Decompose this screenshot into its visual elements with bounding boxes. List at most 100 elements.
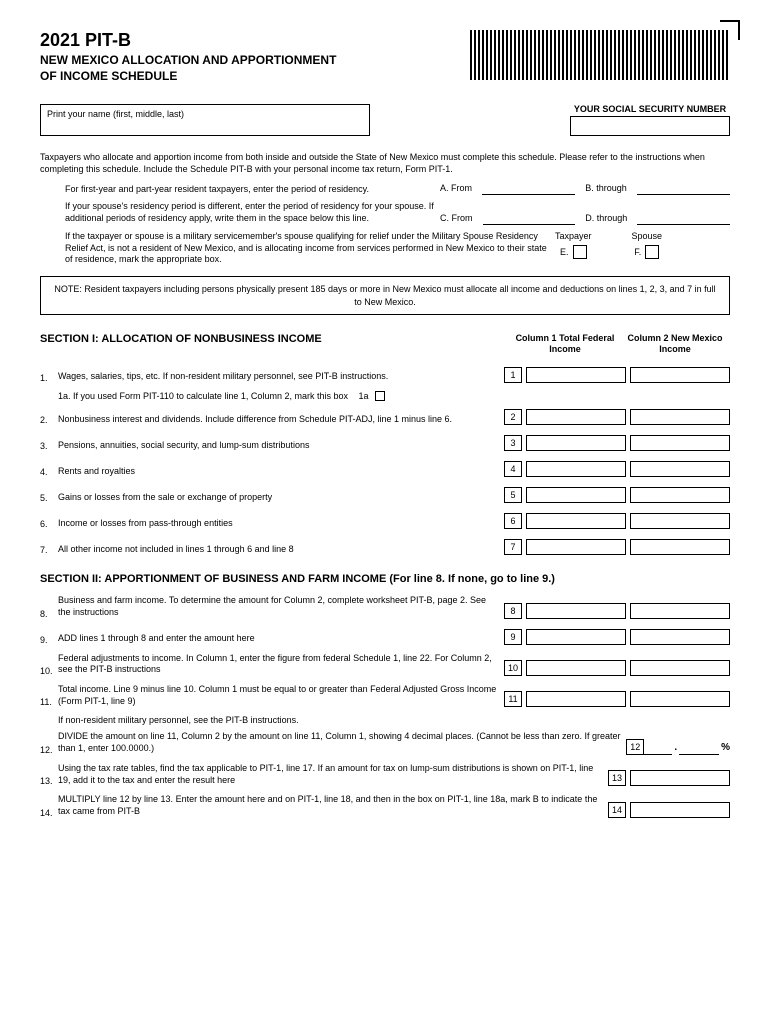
line-9-col1[interactable] bbox=[526, 629, 626, 645]
line-11b: If non-resident military personnel, see … bbox=[58, 715, 730, 725]
line-10: 10. Federal adjustments to income. In Co… bbox=[40, 653, 730, 676]
line-1a-checkbox[interactable] bbox=[375, 391, 385, 401]
line-3-num: 3. bbox=[40, 441, 58, 451]
line-4-desc: Rents and royalties bbox=[58, 466, 139, 476]
line-1-num: 1. bbox=[40, 373, 58, 383]
spouse-checkbox[interactable] bbox=[645, 245, 659, 259]
a-from-label: A. From bbox=[440, 183, 472, 195]
line-13-val[interactable] bbox=[630, 770, 730, 786]
line-11-col1[interactable] bbox=[526, 691, 626, 707]
c-from-input[interactable] bbox=[483, 213, 576, 225]
b-through-label: B. through bbox=[585, 183, 627, 195]
line-8: 8. Business and farm income. To determin… bbox=[40, 595, 730, 618]
line-3-col2[interactable] bbox=[630, 435, 730, 451]
line-9-col2[interactable] bbox=[630, 629, 730, 645]
e-label: E. bbox=[560, 247, 569, 257]
line-1-desc: Wages, salaries, tips, etc. If non-resid… bbox=[58, 371, 392, 381]
line-11: 11. Total income. Line 9 minus line 10. … bbox=[40, 684, 730, 707]
line-6-col1[interactable] bbox=[526, 513, 626, 529]
a-from-input[interactable] bbox=[482, 183, 575, 195]
line-4-col2[interactable] bbox=[630, 461, 730, 477]
line-2-box: 2 bbox=[504, 409, 522, 425]
line-7-col2[interactable] bbox=[630, 539, 730, 555]
line-6-col2[interactable] bbox=[630, 513, 730, 529]
line-2-col1[interactable] bbox=[526, 409, 626, 425]
line-12-val[interactable]: . % bbox=[644, 741, 730, 755]
intro-text: Taxpayers who allocate and apportion inc… bbox=[40, 151, 730, 175]
taxpayer-check-col: Taxpayer E. bbox=[555, 231, 592, 266]
b-through-input[interactable] bbox=[637, 183, 730, 195]
line-3-desc: Pensions, annuities, social security, an… bbox=[58, 440, 313, 450]
line-9: 9. ADD lines 1 through 8 and enter the a… bbox=[40, 627, 730, 645]
line-5-col2[interactable] bbox=[630, 487, 730, 503]
line-8-num: 8. bbox=[40, 609, 58, 619]
line-10-col2[interactable] bbox=[630, 660, 730, 676]
col1-head: Column 1 Total Federal Income bbox=[510, 333, 620, 355]
line-5-num: 5. bbox=[40, 493, 58, 503]
line-1a-text: 1a. If you used Form PIT-110 to calculat… bbox=[58, 391, 348, 401]
line-14-val[interactable] bbox=[630, 802, 730, 818]
line-1-box: 1 bbox=[504, 367, 522, 383]
line-11-col2[interactable] bbox=[630, 691, 730, 707]
line-5-desc: Gains or losses from the sale or exchang… bbox=[58, 492, 276, 502]
name-ssn-row: Print your name (first, middle, last) YO… bbox=[40, 104, 730, 136]
line-5: 5. Gains or losses from the sale or exch… bbox=[40, 485, 730, 503]
col2-head: Column 2 New Mexico Income bbox=[620, 333, 730, 355]
line-8-col2[interactable] bbox=[630, 603, 730, 619]
form-code: 2021 PIT-B bbox=[40, 30, 336, 51]
header: 2021 PIT-B NEW MEXICO ALLOCATION AND APP… bbox=[40, 30, 730, 84]
line-5-box: 5 bbox=[504, 487, 522, 503]
line-11-num: 11. bbox=[40, 697, 58, 707]
c-from-label: C. From bbox=[440, 213, 473, 225]
line-9-num: 9. bbox=[40, 635, 58, 645]
f-label: F. bbox=[634, 247, 641, 257]
line-6-desc: Income or losses from pass-through entit… bbox=[58, 518, 237, 528]
line-5-col1[interactable] bbox=[526, 487, 626, 503]
line-8-col1[interactable] bbox=[526, 603, 626, 619]
line-7-col1[interactable] bbox=[526, 539, 626, 555]
section-1-title: SECTION I: ALLOCATION OF NONBUSINESS INC… bbox=[40, 333, 510, 355]
line-2-num: 2. bbox=[40, 415, 58, 425]
d-through-input[interactable] bbox=[637, 213, 730, 225]
ssn-input[interactable] bbox=[570, 116, 730, 136]
percent-sign: % bbox=[721, 742, 730, 753]
line-10-num: 10. bbox=[40, 666, 58, 676]
line-9-desc: ADD lines 1 through 8 and enter the amou… bbox=[58, 633, 259, 643]
ssn-label: YOUR SOCIAL SECURITY NUMBER bbox=[570, 104, 730, 114]
line-12: 12. DIVIDE the amount on line 11, Column… bbox=[40, 731, 730, 754]
name-input-box[interactable]: Print your name (first, middle, last) bbox=[40, 104, 370, 136]
spouse-check-col: Spouse F. bbox=[632, 231, 663, 266]
line-14-desc: MULTIPLY line 12 by line 13. Enter the a… bbox=[58, 794, 597, 816]
military-row: If the taxpayer or spouse is a military … bbox=[65, 231, 730, 266]
line-1a: 1a. If you used Form PIT-110 to calculat… bbox=[58, 391, 730, 402]
line-13-box: 13 bbox=[608, 770, 626, 786]
line-2: 2. Nonbusiness interest and dividends. I… bbox=[40, 407, 730, 425]
form-title-2: OF INCOME SCHEDULE bbox=[40, 69, 336, 85]
line-2-col2[interactable] bbox=[630, 409, 730, 425]
line-7-box: 7 bbox=[504, 539, 522, 555]
decimal-point: . bbox=[672, 742, 679, 753]
line-7-num: 7. bbox=[40, 545, 58, 555]
line-11-desc: Total income. Line 9 minus line 10. Colu… bbox=[58, 684, 496, 706]
line-10-col1[interactable] bbox=[526, 660, 626, 676]
line-8-box: 8 bbox=[504, 603, 522, 619]
taxpayer-checkbox[interactable] bbox=[573, 245, 587, 259]
line-2-desc: Nonbusiness interest and dividends. Incl… bbox=[58, 414, 456, 424]
line-4-box: 4 bbox=[504, 461, 522, 477]
line-12-box: 12 bbox=[626, 739, 644, 755]
line-1-col1[interactable] bbox=[526, 367, 626, 383]
line-3: 3. Pensions, annuities, social security,… bbox=[40, 433, 730, 451]
line-3-col1[interactable] bbox=[526, 435, 626, 451]
line-1-col2[interactable] bbox=[630, 367, 730, 383]
d-through-label: D. through bbox=[585, 213, 627, 225]
section-1-head: SECTION I: ALLOCATION OF NONBUSINESS INC… bbox=[40, 333, 730, 355]
line-4-col1[interactable] bbox=[526, 461, 626, 477]
line-14-num: 14. bbox=[40, 808, 58, 818]
line-6-num: 6. bbox=[40, 519, 58, 529]
line-12-num: 12. bbox=[40, 745, 58, 755]
residency-row-1: For first-year and part-year resident ta… bbox=[65, 183, 730, 195]
line-3-box: 3 bbox=[504, 435, 522, 451]
note-box: NOTE: Resident taxpayers including perso… bbox=[40, 276, 730, 315]
line-6: 6. Income or losses from pass-through en… bbox=[40, 511, 730, 529]
line-14-box: 14 bbox=[608, 802, 626, 818]
